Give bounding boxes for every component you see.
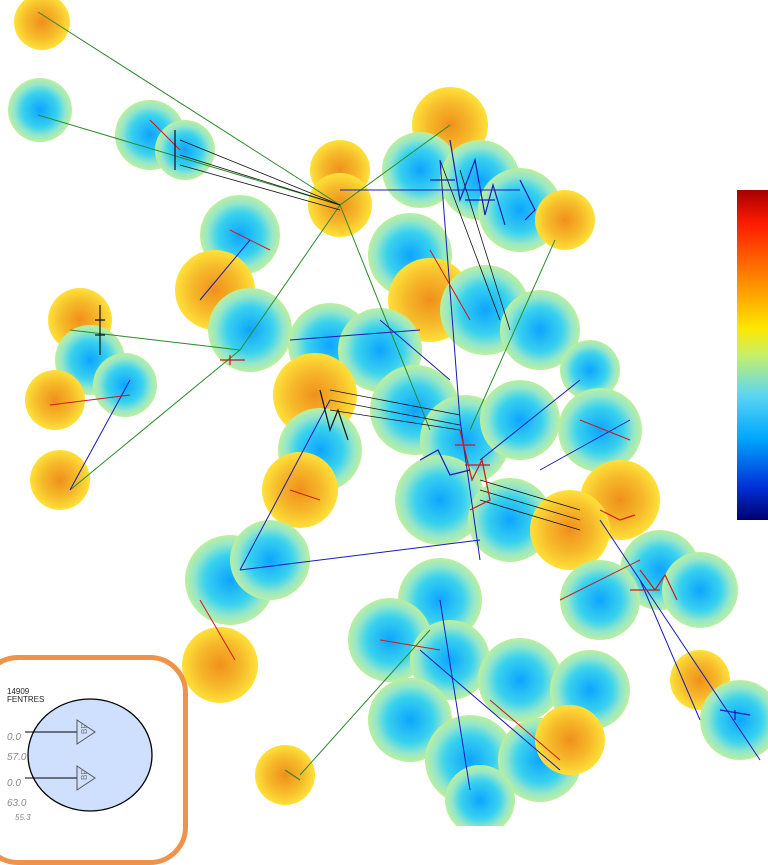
gate-1-icon <box>76 719 96 745</box>
coverage-heatmap <box>8 0 768 826</box>
network-links-green <box>37 11 556 776</box>
detail-diagram: BP BP <box>25 698 153 812</box>
heatmap-network-map <box>8 0 768 826</box>
gate-2-icon <box>76 765 96 791</box>
detail-value-4: 63.0 <box>7 798 27 809</box>
detail-inset-panel: 14909 FENTRES BP BP 0.0 57.0 0.0 63.0 55… <box>0 655 188 865</box>
detail-value-3: 0.0 <box>7 778 21 789</box>
color-scale-bar <box>737 190 768 520</box>
gate-2-label: BP <box>80 769 89 780</box>
network-links-blue <box>69 159 761 791</box>
detail-value-2: 57.0 <box>7 752 27 763</box>
detail-ellipse <box>27 698 153 812</box>
gate-1-label: BP <box>80 723 89 734</box>
detail-id: 14909 <box>7 687 30 696</box>
detail-label: FENTRES <box>7 695 45 704</box>
node-clusters <box>95 130 751 781</box>
detail-value-1: 0.0 <box>7 732 21 743</box>
detail-value-5: 55.3 <box>15 813 31 822</box>
network-links-black <box>179 139 581 531</box>
